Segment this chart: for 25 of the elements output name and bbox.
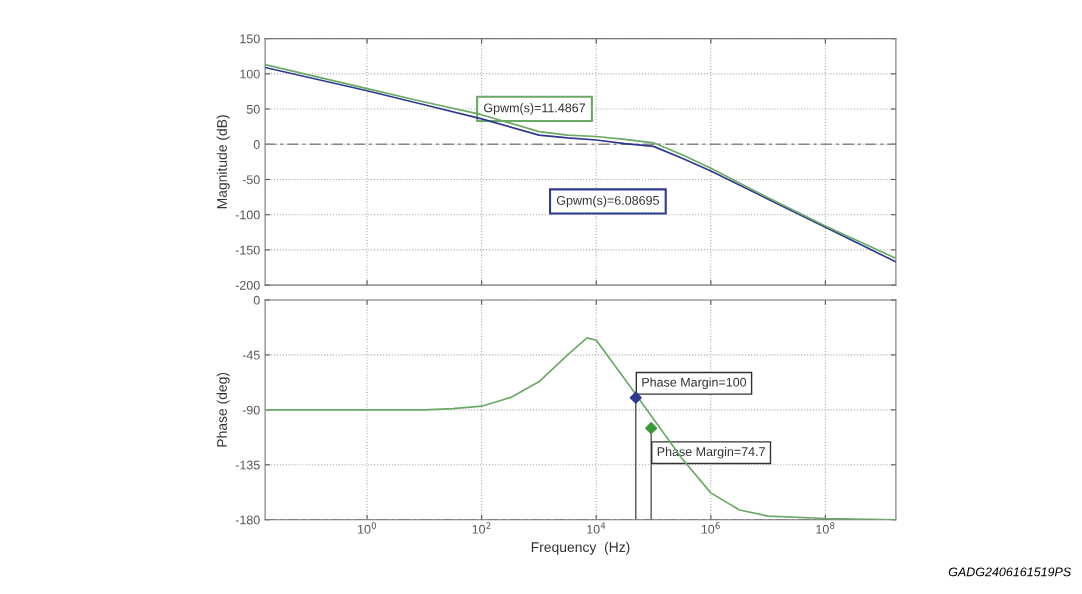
x-tick-label: 10$^{8}$ [816, 522, 835, 534]
annotation: Phase Margin=100 [642, 377, 747, 390]
y-tick-label: -200 [235, 280, 260, 290]
y-tick-label: 50 [246, 104, 260, 114]
y-tick-label: -50 [242, 175, 260, 185]
x-tick-label: 10$^{6}$ [701, 522, 720, 534]
y-tick-label: 150 [240, 34, 260, 44]
y-tick-label: -45 [242, 350, 260, 360]
text: Gpwm(s)=6.08695 [556, 195, 659, 208]
y-tick-label: -150 [235, 245, 260, 255]
y-tick-label: 0 [253, 140, 260, 149]
y-tick-label: -90 [242, 405, 260, 415]
y-tick-label: -100 [235, 210, 260, 220]
y-tick-label: 100 [240, 69, 260, 79]
x-tick-label: 10$^{2}$ [472, 522, 491, 534]
y-tick-label: -180 [235, 515, 260, 525]
y-tick-label: -135 [235, 460, 260, 470]
x-tick-label: 10$^{4}$ [587, 522, 606, 534]
series-label: Gpwm(s)=11.4867 [484, 103, 586, 115]
text: GADG2406161519PS [948, 567, 1072, 577]
y-axis-title: Magnitude (dB) [216, 115, 230, 209]
y-tick-label: 0 [253, 295, 260, 305]
x-axis-title: Frequency (Hz) [531, 541, 630, 555]
y-axis-title: Phase (deg) [216, 372, 230, 447]
x-tick-label: 10$^{0}$ [358, 522, 377, 534]
